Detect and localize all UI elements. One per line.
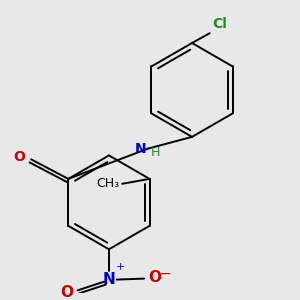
Text: +: +: [116, 262, 125, 272]
Text: O: O: [14, 150, 25, 164]
Text: H: H: [151, 146, 160, 159]
Text: CH₃: CH₃: [96, 177, 119, 190]
Text: N: N: [103, 272, 115, 287]
Text: −: −: [160, 267, 171, 281]
Text: N: N: [134, 142, 146, 156]
Text: O: O: [148, 270, 161, 285]
Text: O: O: [60, 285, 73, 300]
Text: Cl: Cl: [213, 17, 227, 31]
